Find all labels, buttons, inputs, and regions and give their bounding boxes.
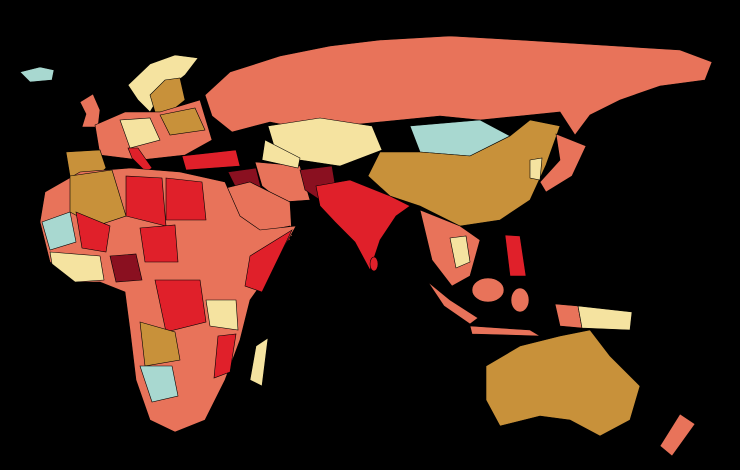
country — [41, 211, 77, 251]
country — [529, 157, 543, 181]
country — [369, 256, 379, 272]
country — [49, 251, 105, 283]
country — [75, 211, 111, 253]
country — [510, 287, 530, 313]
country — [315, 179, 411, 271]
country — [205, 299, 239, 331]
country — [659, 413, 696, 457]
country — [154, 279, 207, 333]
country — [181, 149, 241, 171]
country — [504, 234, 527, 277]
country — [367, 119, 561, 227]
country — [213, 333, 237, 379]
country — [449, 235, 471, 269]
country — [139, 321, 181, 367]
country — [427, 281, 479, 325]
country — [159, 107, 206, 136]
country — [19, 66, 55, 83]
country — [261, 139, 301, 169]
country — [249, 337, 269, 387]
country — [539, 133, 587, 193]
country — [119, 117, 161, 149]
country — [109, 253, 143, 283]
country — [469, 325, 542, 337]
country — [139, 224, 179, 263]
country — [577, 305, 633, 331]
country — [485, 329, 641, 437]
country — [419, 209, 481, 287]
country — [244, 229, 293, 293]
country — [471, 277, 505, 303]
country — [139, 365, 179, 403]
country — [165, 177, 207, 221]
country — [69, 169, 127, 227]
